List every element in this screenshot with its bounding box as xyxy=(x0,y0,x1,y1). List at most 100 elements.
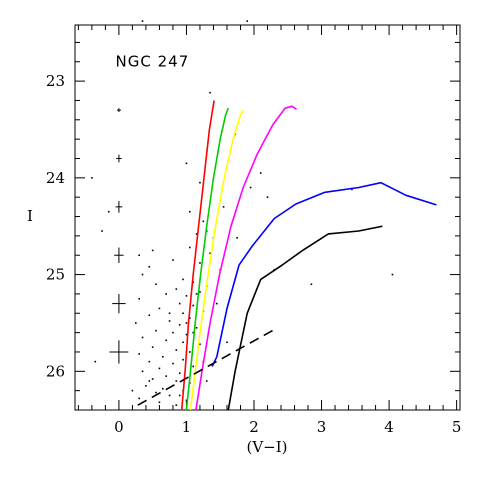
y-tick-label: 24 xyxy=(46,169,65,187)
data-point xyxy=(205,380,208,382)
data-point xyxy=(141,370,144,373)
data-point xyxy=(182,278,184,281)
data-point xyxy=(162,387,164,390)
model-curve xyxy=(185,107,230,410)
data-point xyxy=(175,288,178,290)
data-point xyxy=(178,324,181,326)
data-point xyxy=(158,367,161,370)
data-point xyxy=(94,360,97,363)
data-point xyxy=(168,320,171,322)
data-point xyxy=(189,210,191,213)
data-point xyxy=(185,399,188,402)
data-point xyxy=(209,252,211,255)
data-point xyxy=(138,353,140,355)
data-point xyxy=(195,233,198,235)
error-bar xyxy=(112,293,126,314)
data-point xyxy=(134,322,137,324)
data-point xyxy=(185,322,188,324)
data-point xyxy=(168,394,171,397)
data-point xyxy=(209,91,211,94)
data-point xyxy=(189,246,191,249)
data-point xyxy=(246,20,249,22)
error-bar xyxy=(109,340,129,364)
data-point xyxy=(216,302,218,305)
model-curve xyxy=(180,100,215,410)
error-bar xyxy=(116,108,121,113)
model-curve xyxy=(227,225,383,410)
model-curves xyxy=(137,100,437,410)
data-point xyxy=(158,307,161,310)
data-point xyxy=(178,394,181,397)
data-point xyxy=(192,365,195,368)
data-point xyxy=(222,206,225,208)
data-point xyxy=(236,237,238,239)
error-bars xyxy=(109,108,129,364)
data-point xyxy=(151,249,154,252)
y-axis-title: I xyxy=(27,207,33,225)
data-point xyxy=(310,283,313,286)
data-point xyxy=(151,346,154,348)
x-axis: 0 1 2 3 4 5 xyxy=(77,25,462,436)
data-point xyxy=(165,293,167,295)
data-point xyxy=(189,351,191,353)
data-point xyxy=(91,177,93,179)
data-point xyxy=(141,20,144,22)
data-point xyxy=(151,378,154,380)
y-tick-label: 25 xyxy=(46,266,65,284)
data-point xyxy=(148,360,151,363)
data-point xyxy=(131,389,134,392)
data-point xyxy=(107,210,110,213)
data-point xyxy=(391,273,394,276)
data-point xyxy=(155,283,157,286)
data-point xyxy=(162,355,164,358)
data-point xyxy=(141,273,144,276)
data-point xyxy=(145,385,147,387)
model-curve xyxy=(137,327,278,406)
data-point xyxy=(199,181,201,184)
data-point xyxy=(185,162,188,165)
data-point xyxy=(185,333,188,336)
data-point xyxy=(195,326,198,329)
data-point xyxy=(185,295,188,297)
data-point xyxy=(259,172,262,174)
data-point xyxy=(158,401,161,404)
y-tick-label: 23 xyxy=(46,72,65,90)
error-bar xyxy=(116,154,122,163)
data-point xyxy=(155,391,157,394)
data-point xyxy=(249,186,252,189)
error-bar xyxy=(115,201,123,213)
x-tick-label: 2 xyxy=(249,418,259,436)
data-point xyxy=(138,297,140,300)
data-point xyxy=(182,358,184,361)
y-tick-label: 26 xyxy=(46,362,65,380)
x-tick-label: 5 xyxy=(452,418,462,436)
data-point xyxy=(199,262,201,264)
x-axis-title: (V−I) xyxy=(246,438,287,456)
data-point xyxy=(138,254,140,257)
data-point xyxy=(192,331,195,334)
data-point xyxy=(101,230,103,232)
data-point xyxy=(175,404,178,406)
data-point xyxy=(148,266,151,268)
data-point xyxy=(202,220,205,223)
x-tick-label: 3 xyxy=(317,418,327,436)
annotation-label: NGC 247 xyxy=(116,53,190,71)
model-curve xyxy=(211,181,437,367)
data-point xyxy=(178,372,181,375)
data-point xyxy=(148,380,151,382)
data-point xyxy=(182,312,184,315)
data-point xyxy=(266,196,269,198)
data-point xyxy=(175,349,178,351)
data-point xyxy=(175,380,178,382)
data-point xyxy=(155,329,157,332)
y-axis: 23 24 25 26 xyxy=(46,41,460,411)
x-tick-label: 0 xyxy=(114,418,124,436)
data-point xyxy=(195,293,198,295)
data-point xyxy=(199,291,201,293)
model-curve xyxy=(189,109,244,410)
data-point xyxy=(199,343,201,346)
data-point xyxy=(172,259,174,261)
plot-frame xyxy=(74,24,461,411)
data-point xyxy=(189,317,191,319)
